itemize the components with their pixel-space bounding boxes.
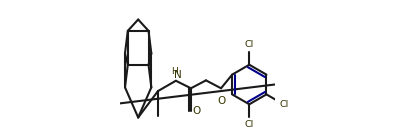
Text: O: O xyxy=(217,95,225,105)
Text: Cl: Cl xyxy=(279,100,289,109)
Text: O: O xyxy=(192,106,200,116)
Text: N: N xyxy=(175,70,182,80)
Text: Cl: Cl xyxy=(245,40,254,49)
Text: H: H xyxy=(171,67,178,76)
Text: Cl: Cl xyxy=(245,120,254,129)
